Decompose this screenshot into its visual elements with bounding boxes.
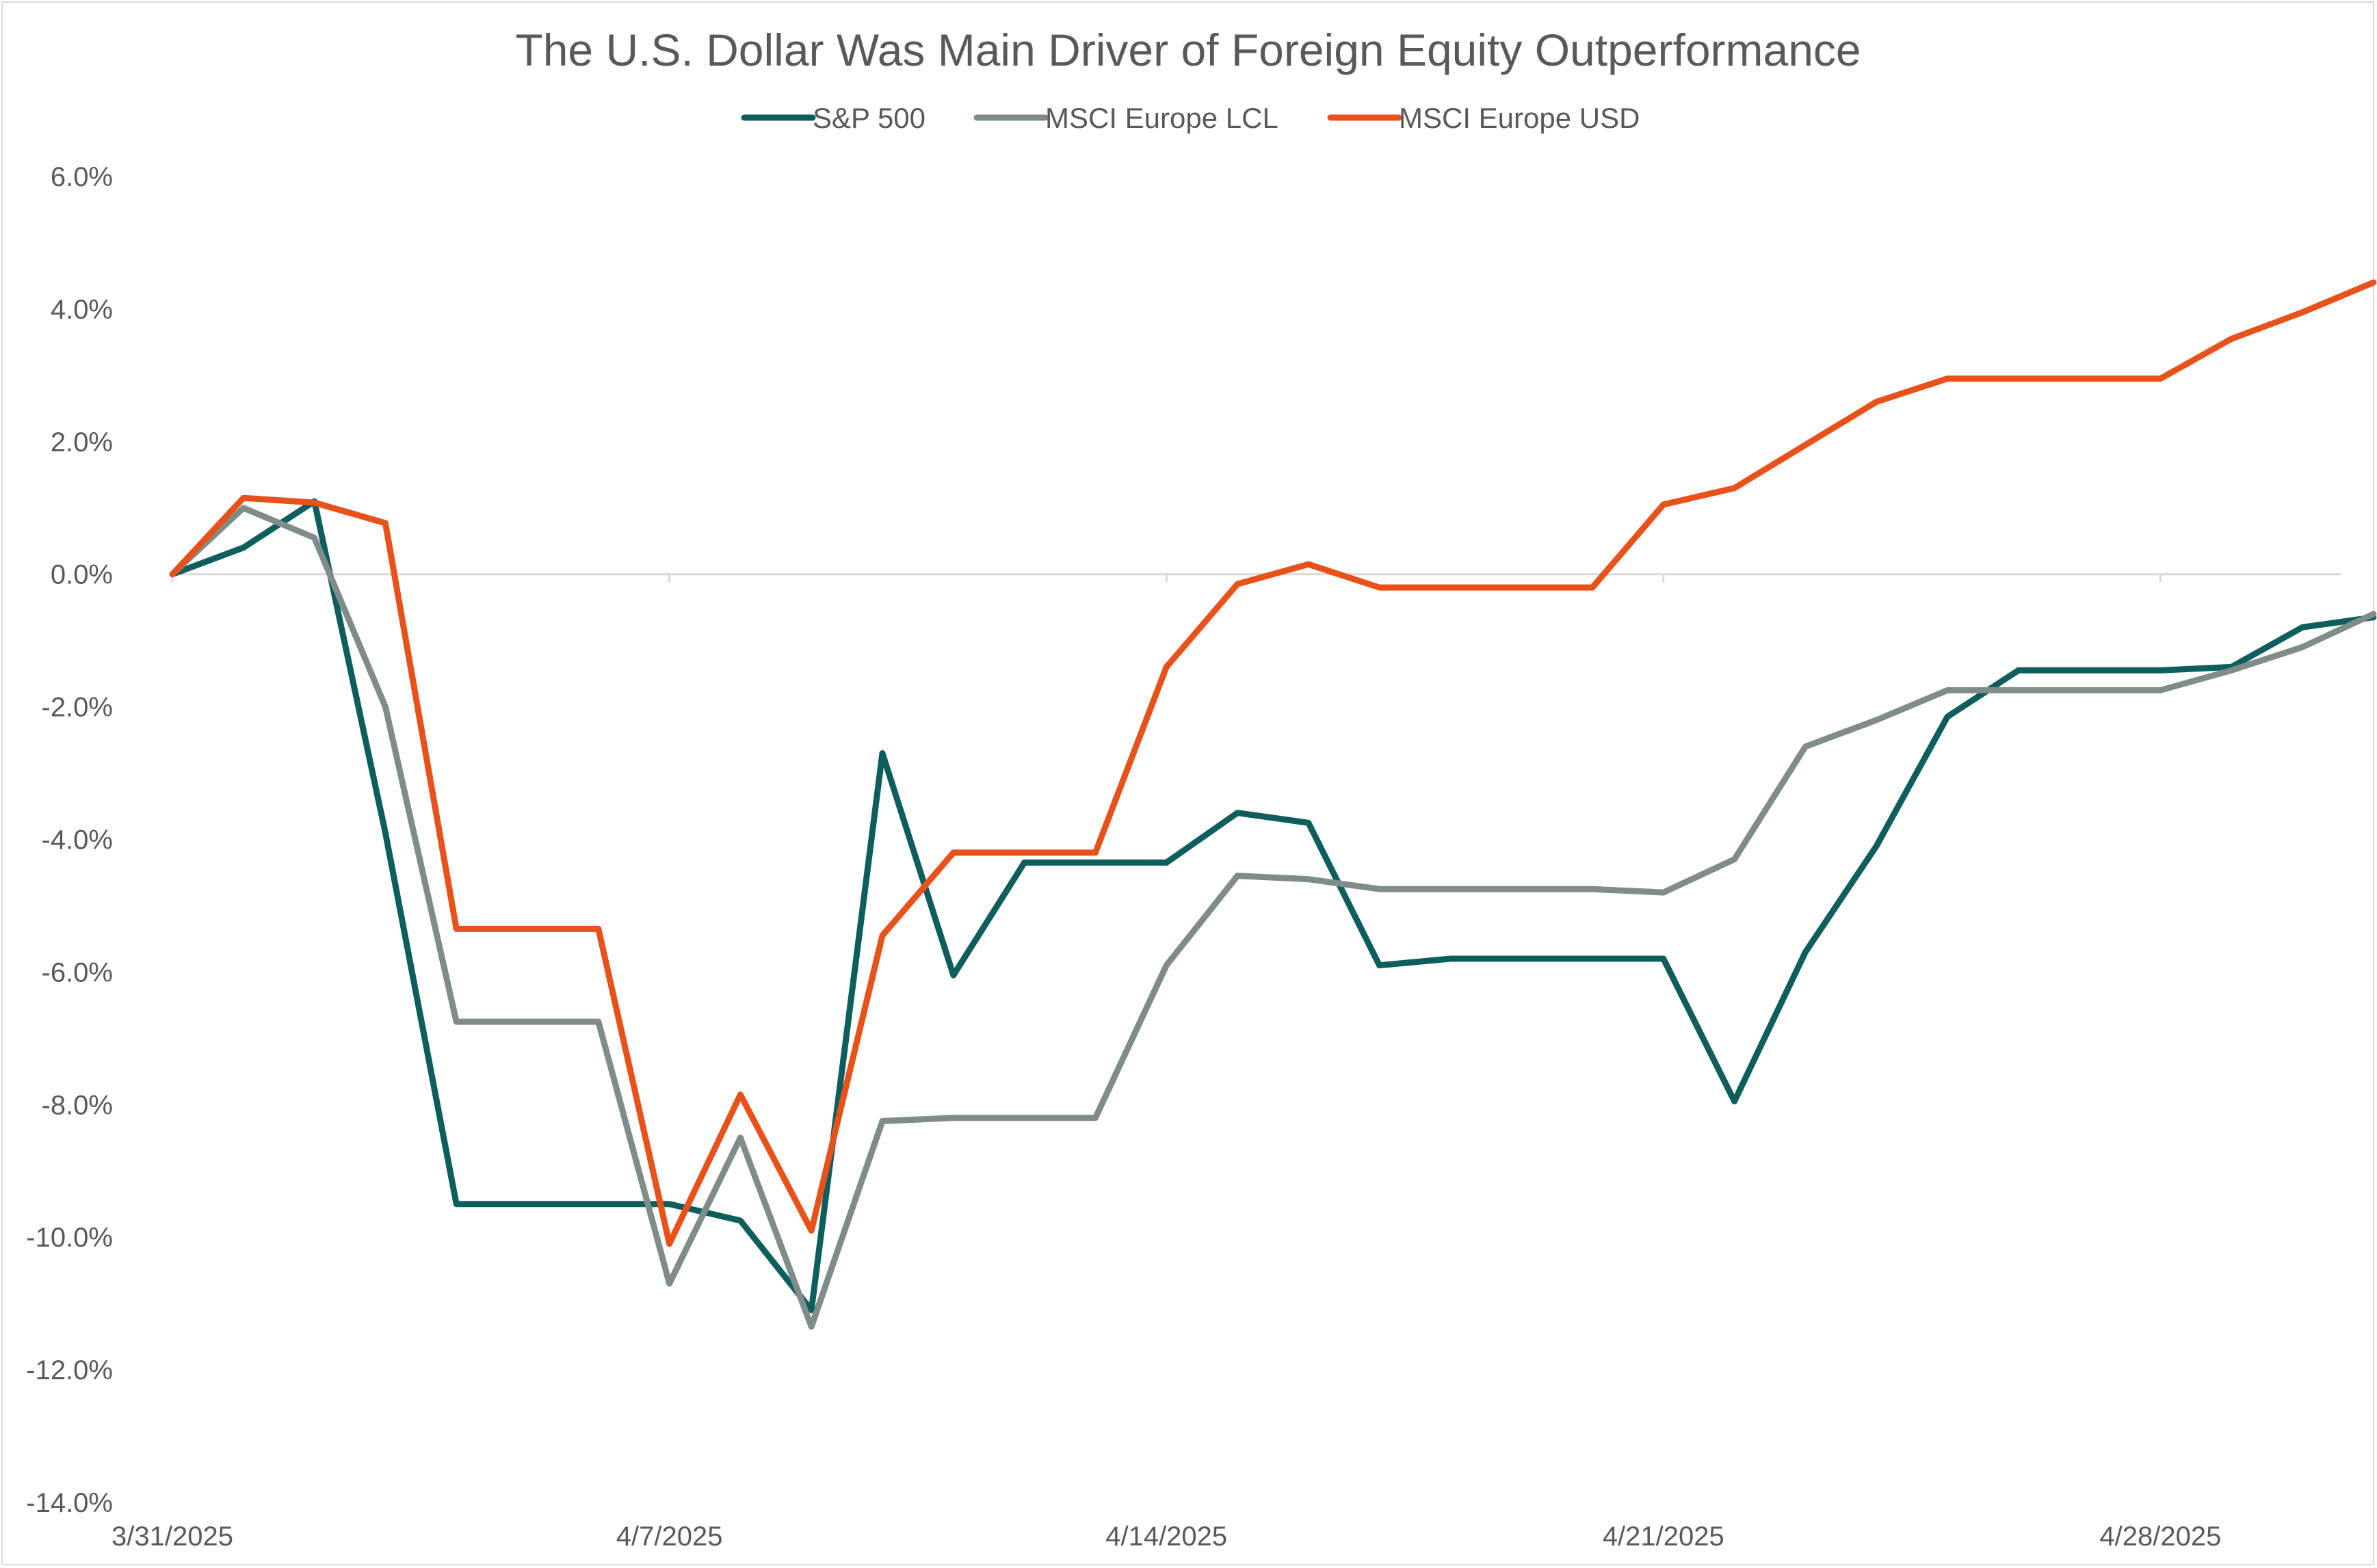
x-tick-label: 4/14/2025 bbox=[1105, 1522, 1227, 1552]
x-tick-label: 4/21/2025 bbox=[1603, 1522, 1724, 1552]
legend-label: MSCI Europe USD bbox=[1399, 102, 1640, 134]
y-tick-label: 6.0% bbox=[51, 162, 113, 192]
x-tick-label: 4/28/2025 bbox=[2099, 1522, 2221, 1552]
y-tick-label: -8.0% bbox=[42, 1090, 114, 1120]
series-line-s-p-500 bbox=[169, 498, 2377, 1314]
y-tick-label: -4.0% bbox=[42, 825, 114, 855]
x-axis: 3/31/2025 4/7/2025 4/14/2025 4/21/2025 4/28/… bbox=[111, 573, 2341, 1552]
y-axis: 6.0% 4.0% 2.0% 0.0% -2.0% -4.0% -6.0% -8.0% -10.… bbox=[26, 162, 113, 1518]
legend-label: S&P 500 bbox=[813, 102, 925, 134]
y-tick-label: -12.0% bbox=[26, 1355, 113, 1385]
legend-label: MSCI Europe LCL bbox=[1045, 102, 1278, 134]
y-tick-label: 2.0% bbox=[51, 427, 113, 457]
y-tick-label: 0.0% bbox=[51, 560, 113, 590]
y-tick-label: -10.0% bbox=[26, 1223, 113, 1253]
series-line-msci-europe-lcl bbox=[169, 505, 2377, 1330]
chart-title: The U.S. Dollar Was Main Driver of Forei… bbox=[515, 25, 1861, 75]
y-tick-label: -2.0% bbox=[42, 693, 114, 723]
y-tick-label: -14.0% bbox=[26, 1488, 113, 1518]
series-line-msci-europe-usd bbox=[169, 279, 2377, 1247]
series-layer bbox=[169, 279, 2377, 1330]
y-tick-label: 4.0% bbox=[51, 295, 113, 325]
y-tick-label: -6.0% bbox=[42, 957, 114, 987]
chart-legend: S&P 500 MSCI Europe LCL MSCI Europe USD bbox=[741, 102, 1640, 134]
x-tick-label: 3/31/2025 bbox=[111, 1522, 233, 1552]
x-tick-label: 4/7/2025 bbox=[616, 1522, 723, 1552]
